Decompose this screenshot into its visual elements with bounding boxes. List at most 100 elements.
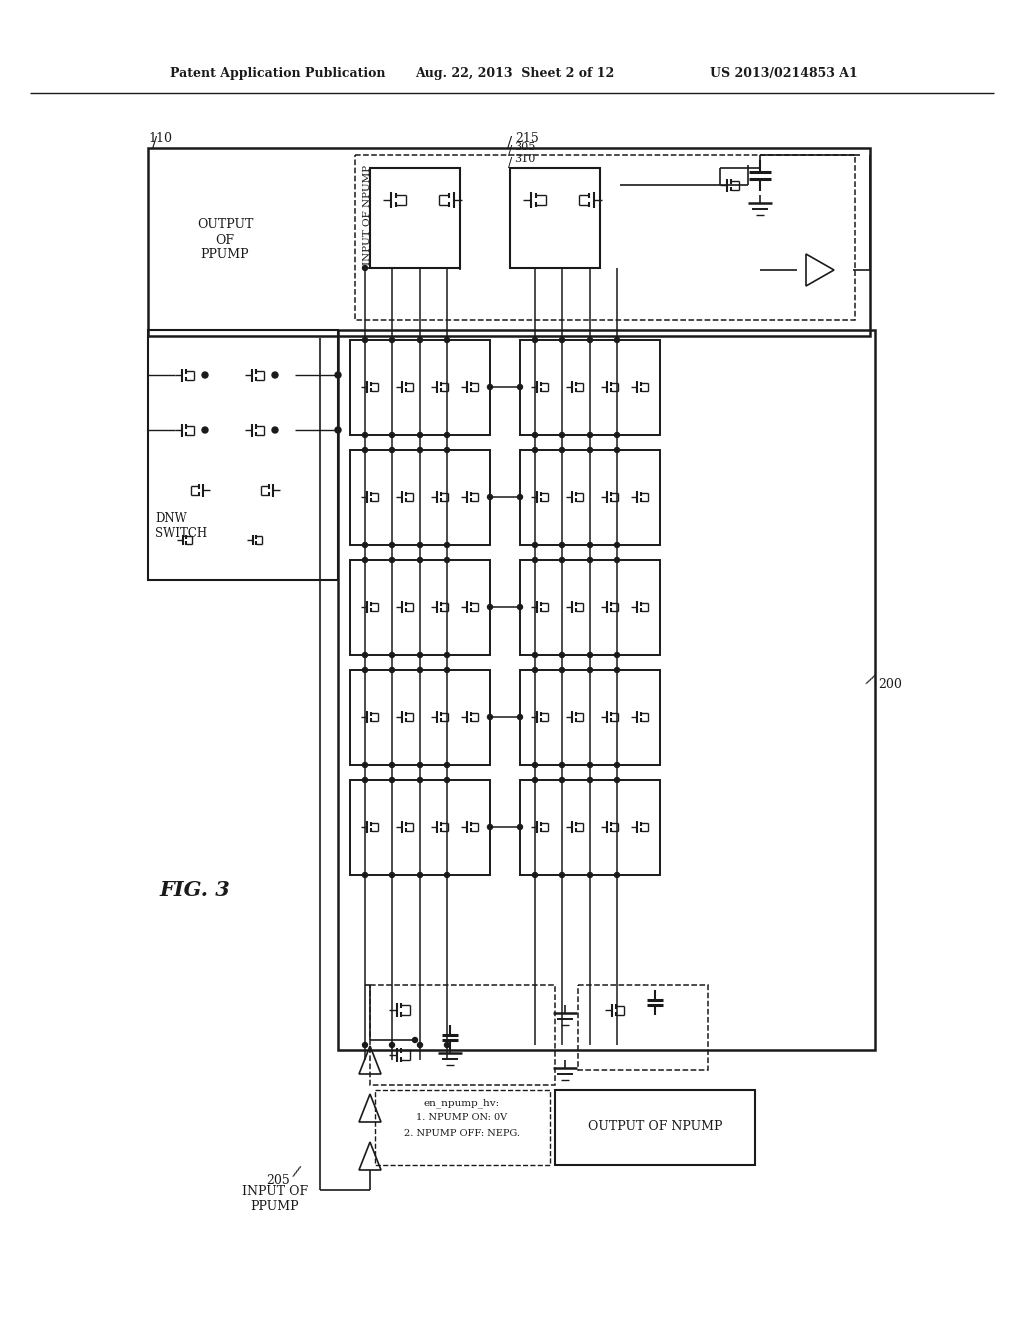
Circle shape xyxy=(532,433,538,437)
Circle shape xyxy=(413,1038,418,1043)
Bar xyxy=(350,671,490,766)
Circle shape xyxy=(559,652,564,657)
Circle shape xyxy=(532,652,538,657)
Bar xyxy=(350,341,490,436)
Circle shape xyxy=(588,652,593,657)
Bar xyxy=(338,330,874,1049)
Text: 1. NPUMP ON: 0V: 1. NPUMP ON: 0V xyxy=(417,1114,508,1122)
Text: Aug. 22, 2013  Sheet 2 of 12: Aug. 22, 2013 Sheet 2 of 12 xyxy=(415,66,614,79)
Circle shape xyxy=(588,557,593,562)
Circle shape xyxy=(614,873,620,878)
Circle shape xyxy=(487,825,493,829)
Circle shape xyxy=(418,557,423,562)
Circle shape xyxy=(588,763,593,767)
Circle shape xyxy=(362,265,368,271)
Circle shape xyxy=(588,338,593,342)
Bar xyxy=(555,1090,755,1166)
Text: Patent Application Publication: Patent Application Publication xyxy=(170,66,385,79)
Circle shape xyxy=(588,543,593,548)
Circle shape xyxy=(532,763,538,767)
Circle shape xyxy=(418,543,423,548)
Circle shape xyxy=(614,652,620,657)
Circle shape xyxy=(444,777,450,783)
Bar xyxy=(350,450,490,545)
Text: en_npump_hv:: en_npump_hv: xyxy=(424,1098,500,1107)
Circle shape xyxy=(444,433,450,437)
Circle shape xyxy=(335,372,341,378)
Circle shape xyxy=(418,447,423,453)
Circle shape xyxy=(559,543,564,548)
Circle shape xyxy=(559,668,564,672)
Text: 215: 215 xyxy=(515,132,539,144)
Circle shape xyxy=(389,557,394,562)
Circle shape xyxy=(389,338,394,342)
Circle shape xyxy=(588,873,593,878)
Circle shape xyxy=(532,873,538,878)
Circle shape xyxy=(418,433,423,437)
Text: /: / xyxy=(508,157,512,169)
Circle shape xyxy=(487,495,493,499)
Text: US 2013/0214853 A1: US 2013/0214853 A1 xyxy=(710,66,858,79)
Circle shape xyxy=(444,543,450,548)
Circle shape xyxy=(614,557,620,562)
Text: 205: 205 xyxy=(266,1173,290,1187)
Bar xyxy=(520,450,660,545)
Circle shape xyxy=(588,447,593,453)
Circle shape xyxy=(559,447,564,453)
Circle shape xyxy=(487,605,493,610)
Circle shape xyxy=(444,763,450,767)
Circle shape xyxy=(487,714,493,719)
Circle shape xyxy=(389,873,394,878)
Bar xyxy=(148,148,870,337)
Text: /: / xyxy=(291,1164,301,1180)
Circle shape xyxy=(559,873,564,878)
Bar xyxy=(370,168,460,268)
Circle shape xyxy=(362,777,368,783)
Circle shape xyxy=(362,1043,368,1048)
Bar xyxy=(520,671,660,766)
Circle shape xyxy=(444,338,450,342)
Bar xyxy=(370,985,555,1085)
Circle shape xyxy=(418,763,423,767)
Circle shape xyxy=(517,384,522,389)
Circle shape xyxy=(444,652,450,657)
Text: /: / xyxy=(153,136,158,150)
Text: 305: 305 xyxy=(514,143,536,152)
Text: 200: 200 xyxy=(878,678,902,692)
Circle shape xyxy=(614,543,620,548)
Circle shape xyxy=(559,763,564,767)
Circle shape xyxy=(532,668,538,672)
Bar xyxy=(375,1090,550,1166)
Circle shape xyxy=(335,426,341,433)
Bar xyxy=(510,168,600,268)
Circle shape xyxy=(588,777,593,783)
Text: INPUT OF NPUMP: INPUT OF NPUMP xyxy=(362,165,372,265)
Circle shape xyxy=(517,605,522,610)
Circle shape xyxy=(389,652,394,657)
Circle shape xyxy=(362,447,368,453)
Circle shape xyxy=(362,873,368,878)
Circle shape xyxy=(389,777,394,783)
Circle shape xyxy=(487,384,493,389)
Circle shape xyxy=(444,873,450,878)
Circle shape xyxy=(418,338,423,342)
Circle shape xyxy=(444,668,450,672)
Circle shape xyxy=(202,426,208,433)
Bar xyxy=(578,985,708,1071)
Circle shape xyxy=(532,777,538,783)
Circle shape xyxy=(532,557,538,562)
Circle shape xyxy=(614,338,620,342)
Circle shape xyxy=(418,873,423,878)
Circle shape xyxy=(588,433,593,437)
Text: /: / xyxy=(508,144,512,157)
Text: 2. NPUMP OFF: NEPG.: 2. NPUMP OFF: NEPG. xyxy=(404,1129,520,1138)
Circle shape xyxy=(444,1043,450,1048)
Circle shape xyxy=(559,777,564,783)
Circle shape xyxy=(418,777,423,783)
Circle shape xyxy=(517,495,522,499)
Circle shape xyxy=(559,433,564,437)
Circle shape xyxy=(362,543,368,548)
Circle shape xyxy=(418,652,423,657)
Circle shape xyxy=(362,763,368,767)
Circle shape xyxy=(614,668,620,672)
